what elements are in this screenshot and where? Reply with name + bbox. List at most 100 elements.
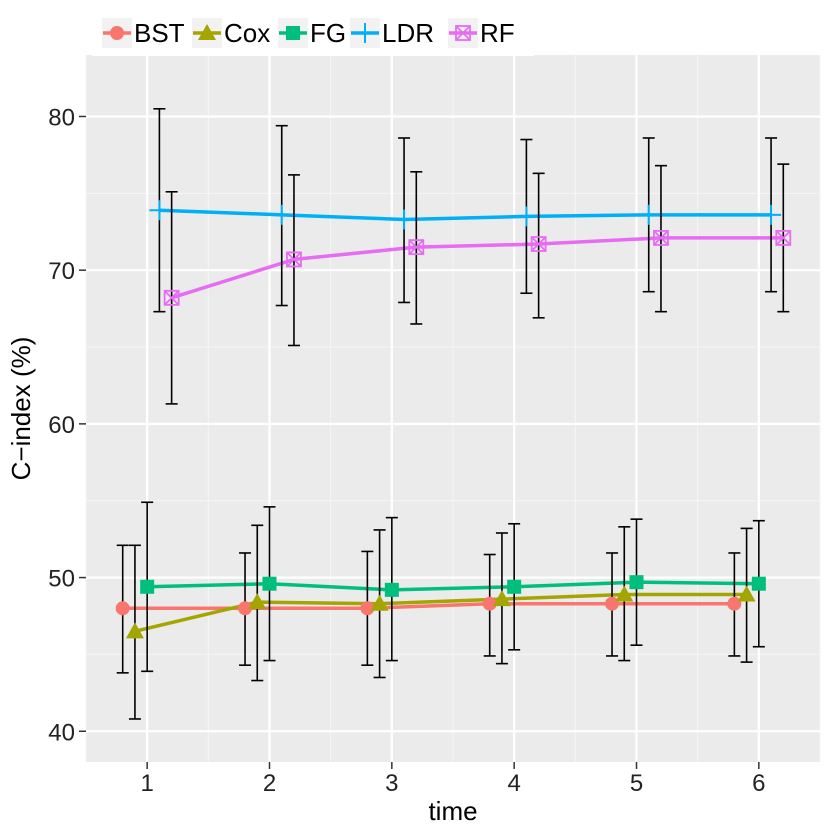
boxx-marker-diag2 — [286, 251, 302, 268]
major-gridlines — [86, 55, 820, 762]
data-point-bst — [360, 601, 375, 616]
boxx-marker-box — [408, 239, 425, 256]
data-point-rf — [163, 289, 180, 306]
boxx-marker-diag2 — [455, 25, 471, 41]
x-tick-label: 2 — [263, 770, 276, 797]
legend-item-bst: BST — [102, 18, 185, 48]
circle-marker-shape — [727, 596, 742, 611]
boxx-marker-diag2 — [408, 239, 424, 255]
y-axis-title: C−index (%) — [6, 337, 36, 481]
data-point-rf — [286, 251, 302, 268]
series-line-rf — [171, 236, 784, 300]
data-point-ldr — [638, 204, 659, 225]
legend-label: LDR — [382, 18, 434, 48]
axis-tick-labels: 1 2 3 4 5 6 40 50 60 70 80 — [48, 104, 765, 797]
triangle-marker-shape — [615, 585, 634, 602]
x-tick-label: 3 — [385, 770, 398, 797]
boxx-marker-diag2 — [653, 230, 669, 246]
legend-item-rf: RF — [448, 18, 515, 48]
square-marker-shape — [286, 26, 300, 40]
axis-ticks — [79, 115, 760, 769]
triangle-marker-shape — [125, 622, 144, 639]
data-point-ldr — [149, 200, 170, 221]
legend-item-fg: FG — [278, 18, 346, 48]
y-tick-label: 40 — [48, 719, 75, 746]
data-point-ldr — [761, 204, 782, 225]
circle-marker-shape — [238, 601, 253, 616]
data-point-ldr — [394, 209, 415, 230]
square-marker-shape — [140, 579, 155, 594]
data-point-cox — [492, 590, 511, 607]
minor-gridlines — [85, 55, 821, 762]
legend-label: Cox — [224, 18, 270, 48]
data-point-bst — [605, 596, 620, 611]
data-point-fg — [140, 579, 155, 594]
legend-label: RF — [480, 18, 515, 48]
x-axis-title: time — [428, 796, 477, 826]
circle-marker-shape — [115, 601, 130, 616]
legend-key-marker — [198, 24, 216, 40]
boxx-marker-box — [653, 229, 669, 246]
data-point-fg — [507, 579, 522, 594]
data-point-bst — [238, 601, 253, 616]
triangle-marker-shape — [248, 593, 267, 610]
data-point-cox — [125, 622, 144, 639]
boxx-marker-box — [455, 25, 471, 41]
x-tick-label: 4 — [507, 770, 520, 797]
data-point-bst — [115, 601, 130, 616]
y-tick-label: 50 — [48, 566, 75, 593]
y-tick-label: 80 — [48, 104, 75, 131]
boxx-marker-diag2 — [775, 230, 791, 246]
square-marker-shape — [629, 575, 644, 590]
legend-key-marker — [110, 26, 124, 40]
data-point-bst — [727, 596, 742, 611]
error-bar-rf — [532, 172, 545, 319]
triangle-marker-shape — [492, 590, 511, 607]
data-point-rf — [653, 229, 669, 246]
data-point-cox — [737, 585, 756, 602]
boxx-marker-diag2 — [163, 290, 180, 306]
data-point-rf — [408, 239, 425, 256]
legend-key-marker — [355, 23, 375, 43]
circle-marker-shape — [110, 26, 124, 40]
square-marker-shape — [262, 576, 277, 591]
data-point-fg — [262, 576, 277, 591]
series-line-ldr — [159, 208, 772, 222]
boxx-marker-box — [286, 251, 302, 268]
data-point-rf — [530, 236, 547, 252]
boxx-marker-diag2 — [530, 236, 547, 252]
series-markers — [115, 200, 792, 639]
legend-key-marker — [455, 25, 471, 41]
y-tick-label: 60 — [48, 412, 75, 439]
square-marker-shape — [751, 576, 766, 591]
series-line-fg — [147, 580, 759, 592]
legend: BST Cox FG LDR RF — [92, 8, 534, 56]
data-point-cox — [370, 594, 389, 611]
data-point-ldr — [516, 206, 537, 227]
legend-item-ldr: LDR — [350, 18, 434, 48]
circle-marker-shape — [482, 596, 497, 611]
x-tick-label: 5 — [630, 770, 643, 797]
x-tick-label: 6 — [752, 770, 765, 797]
circle-marker-shape — [360, 601, 375, 616]
data-point-cox — [615, 585, 634, 602]
square-marker-shape — [384, 582, 399, 597]
legend-label: BST — [134, 18, 185, 48]
x-tick-label: 1 — [140, 770, 153, 797]
triangle-marker-shape — [737, 585, 756, 602]
data-point-fg — [751, 576, 766, 591]
data-point-rf — [775, 229, 792, 246]
series-lines — [122, 208, 784, 634]
series-line-cox — [134, 592, 747, 634]
circle-marker-shape — [605, 596, 620, 611]
data-point-cox — [248, 593, 267, 610]
data-point-fg — [629, 575, 644, 590]
y-tick-label: 70 — [48, 258, 75, 285]
boxx-marker-box — [163, 289, 180, 306]
legend-key-marker — [286, 26, 300, 40]
square-marker-shape — [507, 579, 522, 594]
legend-label: FG — [310, 18, 346, 48]
data-point-ldr — [271, 204, 292, 225]
triangle-marker-shape — [198, 24, 216, 40]
